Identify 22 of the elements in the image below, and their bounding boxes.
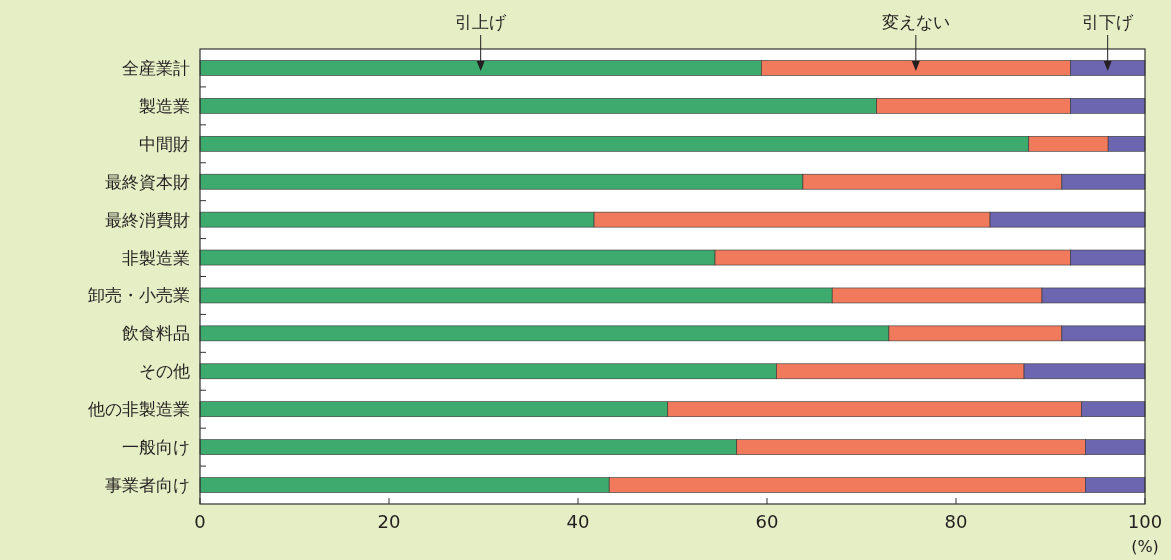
x-tick-label: 0 xyxy=(194,511,206,532)
y-tick-label: 卸売・小売業 xyxy=(88,285,190,306)
y-tick-label: 最終資本財 xyxy=(105,171,190,192)
x-tick-label: 60 xyxy=(755,511,779,532)
y-tick-label: 中間財 xyxy=(139,133,190,154)
series-label: 引上げ xyxy=(455,12,508,32)
x-tick-label: 80 xyxy=(944,511,968,532)
y-tick-label: 一般向け xyxy=(122,437,190,458)
y-tick-label: 最終消費財 xyxy=(105,209,190,230)
y-tick-label: 全産業計 xyxy=(122,57,190,78)
x-tick-label: 20 xyxy=(377,511,401,532)
x-tick-label: 100 xyxy=(1127,511,1163,532)
y-tick-label: 事業者向け xyxy=(105,475,190,496)
y-tick-label: 製造業 xyxy=(139,95,190,116)
series-label: 引下げ xyxy=(1082,12,1135,32)
y-tick-label: 非製造業 xyxy=(122,247,190,268)
series-label: 変えない xyxy=(881,12,950,32)
y-tick-label: 他の非製造業 xyxy=(88,399,190,420)
y-tick-label: その他 xyxy=(139,361,190,382)
y-tick-label: 飲食料品 xyxy=(122,323,190,344)
x-axis-title: (%) xyxy=(1131,537,1159,556)
x-tick-label: 40 xyxy=(566,511,590,532)
